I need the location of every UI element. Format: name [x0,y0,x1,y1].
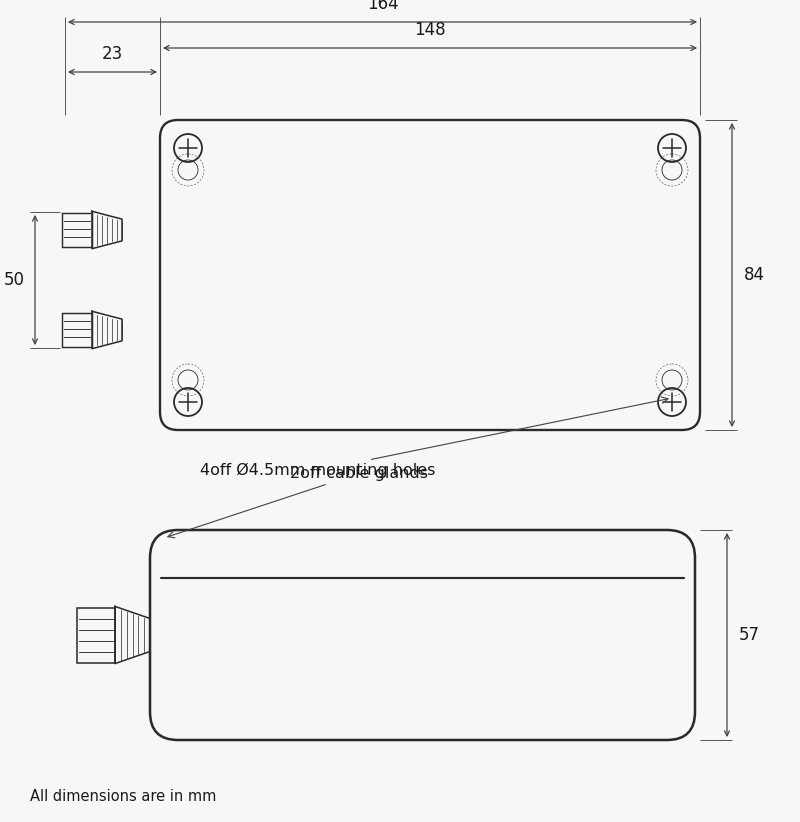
Text: 148: 148 [414,21,446,39]
Bar [62,213,92,247]
Bar [77,608,115,663]
PathPatch shape [150,530,695,740]
Text: 164: 164 [366,0,398,13]
Text: 23: 23 [102,45,123,63]
Text: All dimensions are in mm: All dimensions are in mm [30,789,216,804]
Text: 50: 50 [4,271,25,289]
Text: 2off cable glands: 2off cable glands [168,466,428,538]
Text: 84: 84 [744,266,765,284]
PathPatch shape [160,120,700,430]
Text: 4off Ø4.5mm mounting holes: 4off Ø4.5mm mounting holes [200,397,668,478]
Bar [62,313,92,347]
Text: 57: 57 [739,626,760,644]
